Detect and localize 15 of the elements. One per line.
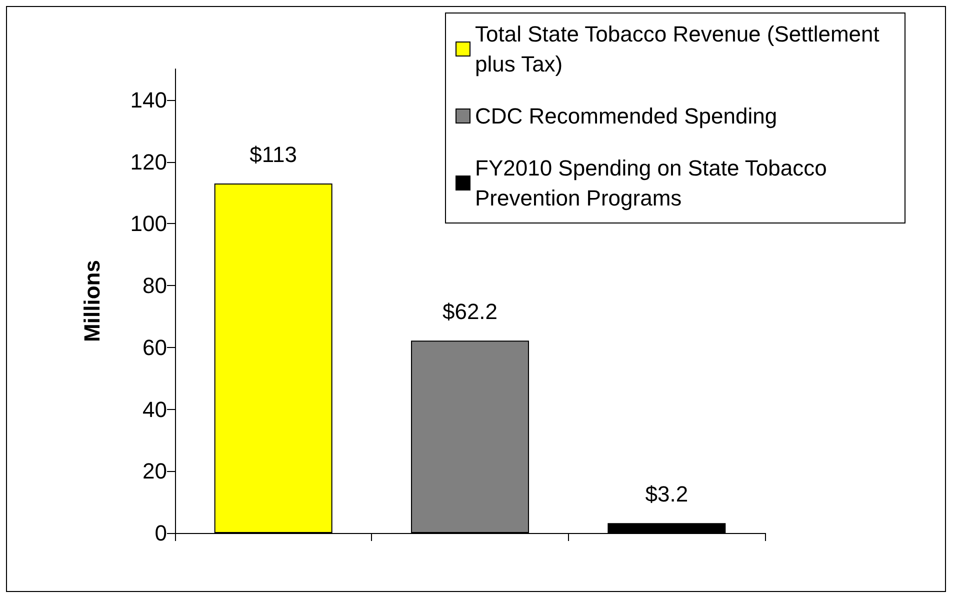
y-tick-label: 80 bbox=[142, 273, 167, 298]
y-tick-label: 20 bbox=[142, 458, 167, 484]
y-tick-label: 100 bbox=[130, 211, 167, 236]
y-axis-title: Millions bbox=[80, 260, 104, 342]
y-tick-label: 140 bbox=[130, 87, 167, 112]
legend-label: Total State Tobacco Revenue (Settlement plus Tax) bbox=[475, 22, 886, 76]
y-tick-label: 0 bbox=[154, 520, 167, 546]
y-tick-label: 120 bbox=[130, 149, 167, 174]
legend-label: CDC Recommended Spending bbox=[475, 104, 778, 128]
y-tick-label: 60 bbox=[142, 334, 167, 360]
y-tick-label: 40 bbox=[142, 396, 167, 422]
data-label: $113 bbox=[250, 142, 297, 167]
data-label: $3.2 bbox=[645, 482, 688, 507]
data-label: $62.2 bbox=[442, 299, 498, 324]
legend-label: FY2010 Spending on State Tobacco Prevention Programs bbox=[475, 156, 833, 210]
